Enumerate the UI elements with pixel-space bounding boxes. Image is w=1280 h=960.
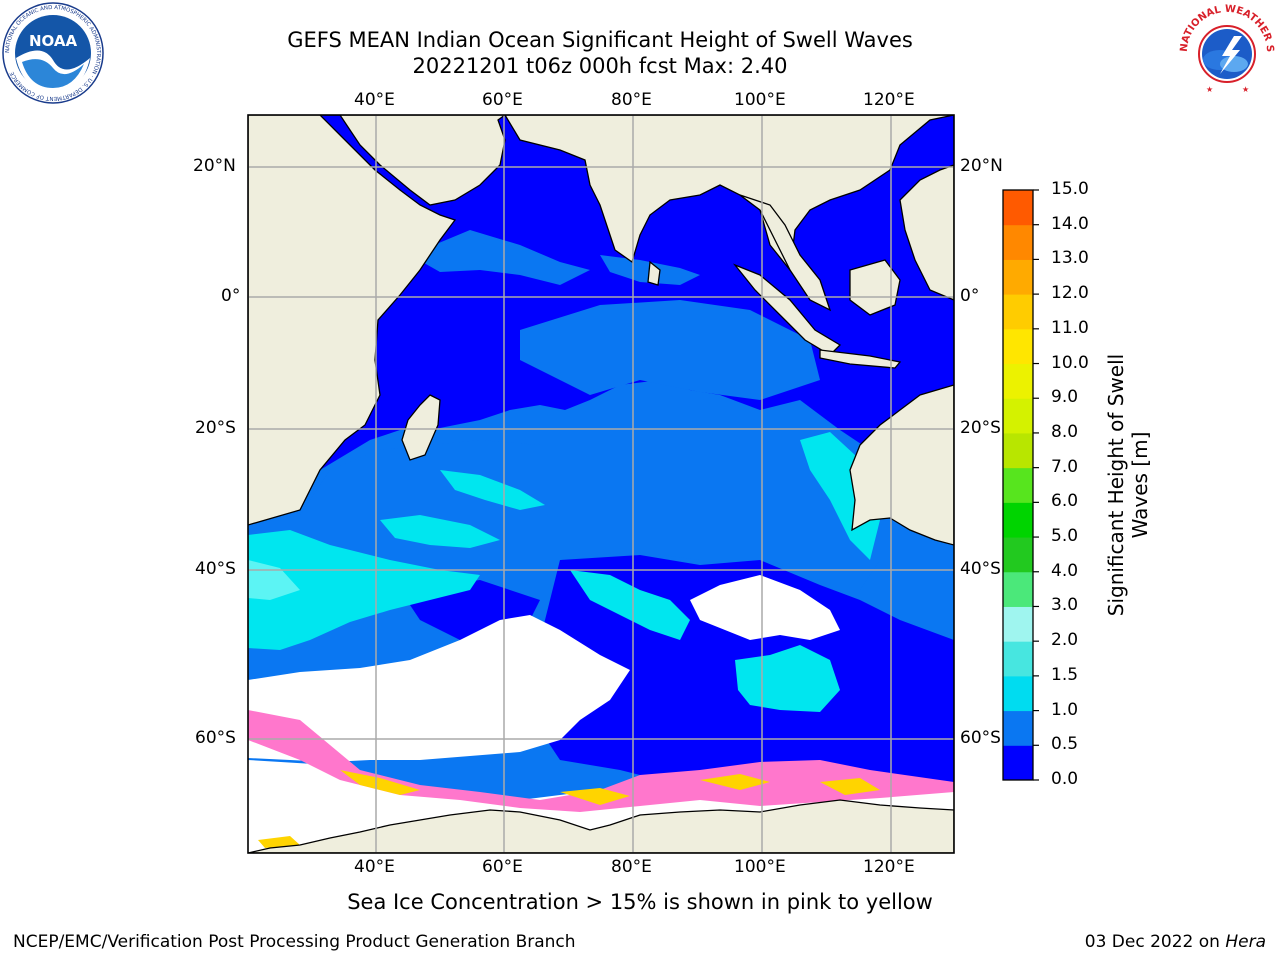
land-borneo <box>849 259 901 316</box>
colorbar-title: Significant Height of Swell Waves [m] <box>1104 353 1152 617</box>
footer-date: 03 Dec 2022 on Hera <box>1085 932 1266 952</box>
colorbar-tick-label: 15.0 <box>1051 179 1089 199</box>
lon-label-bottom-80: 80°E <box>611 857 652 877</box>
ocean-high-central <box>570 570 690 640</box>
map-title: GEFS MEAN Indian Ocean Significant Heigh… <box>287 28 913 52</box>
colorbar-frame <box>1002 189 1034 781</box>
lat-label-left-60s: 60°S <box>195 728 236 748</box>
colorbar-segment <box>1003 710 1033 746</box>
colorbar-tick-label: 3.0 <box>1051 595 1079 616</box>
colorbar-tick-label: 9.0 <box>1051 387 1079 408</box>
lat-label-right-20s: 20°S <box>960 418 1001 438</box>
footer-date-text: 03 Dec 2022 on <box>1084 932 1220 952</box>
colorbar-segment <box>1003 467 1033 503</box>
land-sri-lanka <box>647 260 661 286</box>
lat-label-right-40s: 40°S <box>960 559 1001 579</box>
colorbar-tick-label: 8.0 <box>1051 421 1079 442</box>
footer-branch: NCEP/EMC/Verification Post Processing Pr… <box>13 932 576 952</box>
colorbar-segment <box>1003 259 1033 295</box>
lat-label-right-20n: 20°N <box>960 156 1003 176</box>
colorbar-tick-label: 11.0 <box>1051 317 1089 338</box>
colorbar-segment <box>1003 641 1033 677</box>
sea-ice-note: Sea Ice Concentration > 15% is shown in … <box>347 890 933 914</box>
land-java <box>819 349 902 369</box>
colorbar-segment <box>1003 224 1033 260</box>
lat-label-right-0: 0° <box>960 286 980 306</box>
lon-label-top-120: 120°E <box>863 90 915 110</box>
colorbar-tick-label: 7.0 <box>1051 456 1079 477</box>
colorbar-tick-label: 13.0 <box>1051 248 1089 269</box>
map-area <box>248 115 954 853</box>
colorbar-segment <box>1003 363 1033 399</box>
colorbar-segment <box>1003 745 1033 781</box>
svg-text:★: ★ <box>1242 85 1249 94</box>
lat-label-left-20n: 20°N <box>193 156 236 176</box>
ocean-mid-equatorial <box>520 300 820 400</box>
sea-ice-band <box>248 710 954 812</box>
colorbar-tick-label: 1.5 <box>1051 664 1079 685</box>
lon-label-top-40: 40°E <box>354 90 395 110</box>
noaa-logo-text: NOAA <box>29 32 78 50</box>
lat-label-left-40s: 40°S <box>195 559 236 579</box>
land-philippines-east <box>899 164 954 301</box>
colorbar-segment <box>1003 571 1033 607</box>
colorbar-tick-label: 0.0 <box>1051 769 1079 789</box>
nws-logo-icon: NATIONAL WEATHER SERVICE ★ ★ <box>1176 2 1275 100</box>
lon-label-bottom-40: 40°E <box>354 857 395 877</box>
svg-text:★: ★ <box>1206 85 1213 94</box>
graticule <box>248 115 954 853</box>
colorbar-segment <box>1003 675 1033 712</box>
map-frame <box>247 114 955 854</box>
sea-ice-yellow <box>258 770 880 848</box>
white-central-gap <box>690 575 840 640</box>
colorbar-tick-label: 1.0 <box>1051 699 1079 720</box>
colorbar-tick-label: 0.5 <box>1051 734 1079 755</box>
colorbar-segment <box>1003 328 1033 365</box>
colorbar-segment <box>1003 432 1033 469</box>
colorbar-tick-label: 12.0 <box>1051 283 1089 304</box>
colorbar-segment <box>1003 502 1033 538</box>
footer-machine: Hera <box>1225 932 1266 952</box>
lon-label-top-60: 60°E <box>482 90 523 110</box>
lat-label-left-0: 0° <box>221 286 241 306</box>
white-southwest <box>248 615 630 762</box>
land-australia <box>849 384 954 546</box>
colorbar-tick-label: 6.0 <box>1051 491 1079 512</box>
land-antarctica <box>248 799 954 853</box>
lon-label-bottom-100: 100°E <box>734 857 786 877</box>
land-madagascar <box>401 394 441 461</box>
lon-label-top-100: 100°E <box>734 90 786 110</box>
lon-label-top-80: 80°E <box>611 90 652 110</box>
ocean-high-australia-coast <box>800 432 880 560</box>
colorbar-tick-label: 5.0 <box>1051 526 1079 547</box>
lon-label-bottom-60: 60°E <box>482 857 523 877</box>
lon-label-bottom-120: 120°E <box>863 857 915 877</box>
colorbar-tick-label: 2.0 <box>1051 630 1079 651</box>
colorbar-tick-label: 14.0 <box>1051 213 1089 234</box>
colorbar-segment <box>1003 398 1033 434</box>
land-india <box>504 115 954 272</box>
colorbar-tick-label: 10.0 <box>1051 352 1089 373</box>
lat-label-left-20s: 20°S <box>195 418 236 438</box>
colorbar-tick-label: 4.0 <box>1051 560 1079 581</box>
colorbar-segment <box>1003 537 1033 573</box>
ocean-high-west-band <box>248 530 480 650</box>
ocean-high-mid-band <box>440 470 545 510</box>
land-indochina <box>739 194 832 312</box>
map-subtitle: 20221201 t06z 000h fcst Max: 2.40 <box>412 54 788 78</box>
colorbar-segment <box>1003 294 1033 330</box>
colorbar-segment <box>1003 190 1033 226</box>
ocean-mid-north-band <box>410 230 590 285</box>
colorbar <box>1003 189 1039 781</box>
noaa-logo-icon: NOAA NATIONAL OCEANIC AND ATMOSPHERIC AD… <box>2 2 104 104</box>
ocean-high-west-band2 <box>380 515 500 548</box>
lat-label-right-60s: 60°S <box>960 728 1001 748</box>
colorbar-segment <box>1003 606 1033 642</box>
